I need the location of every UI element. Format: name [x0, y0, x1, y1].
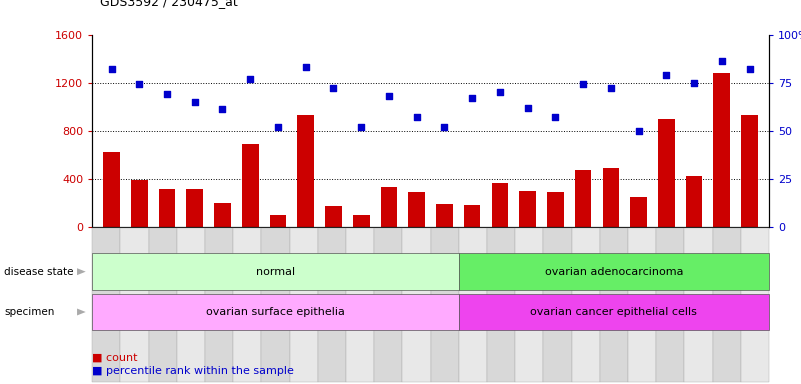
- Bar: [741, 115, 758, 227]
- Bar: [714, 73, 731, 227]
- Bar: [297, 115, 314, 227]
- Bar: [492, 184, 508, 227]
- Point: [355, 124, 368, 130]
- Point: [632, 127, 645, 134]
- Bar: [242, 144, 259, 227]
- Bar: [270, 215, 286, 227]
- Bar: [187, 189, 203, 227]
- Text: ■ count: ■ count: [92, 353, 138, 363]
- Bar: [547, 192, 564, 227]
- Point: [161, 91, 174, 97]
- Bar: [409, 192, 425, 227]
- Bar: [214, 203, 231, 227]
- Bar: [658, 119, 674, 227]
- Bar: [519, 190, 536, 227]
- Point: [521, 104, 534, 111]
- Point: [743, 66, 756, 72]
- Point: [133, 81, 146, 88]
- Bar: [686, 176, 702, 227]
- Bar: [602, 168, 619, 227]
- Bar: [436, 204, 453, 227]
- Point: [244, 76, 256, 82]
- Point: [660, 72, 673, 78]
- Text: specimen: specimen: [4, 307, 54, 317]
- Point: [216, 106, 229, 113]
- Point: [549, 114, 562, 120]
- Point: [465, 95, 478, 101]
- Text: disease state: disease state: [4, 266, 74, 277]
- Text: normal: normal: [256, 266, 295, 277]
- Point: [272, 124, 284, 130]
- Bar: [575, 170, 591, 227]
- Text: ovarian surface epithelia: ovarian surface epithelia: [206, 307, 345, 317]
- Bar: [380, 187, 397, 227]
- Point: [687, 79, 700, 86]
- Point: [438, 124, 451, 130]
- Point: [605, 85, 618, 91]
- Bar: [630, 197, 647, 227]
- Point: [300, 64, 312, 70]
- Point: [105, 66, 118, 72]
- Point: [493, 89, 506, 95]
- Bar: [103, 152, 120, 227]
- Point: [383, 93, 396, 99]
- Text: GDS3592 / 230475_at: GDS3592 / 230475_at: [100, 0, 238, 8]
- Point: [327, 85, 340, 91]
- Point: [715, 58, 728, 65]
- Bar: [325, 205, 342, 227]
- Text: ovarian adenocarcinoma: ovarian adenocarcinoma: [545, 266, 683, 277]
- Bar: [353, 215, 369, 227]
- Point: [410, 114, 423, 120]
- Bar: [131, 180, 147, 227]
- Point: [577, 81, 590, 88]
- Bar: [464, 205, 481, 227]
- Text: ovarian cancer epithelial cells: ovarian cancer epithelial cells: [530, 307, 698, 317]
- Bar: [159, 189, 175, 227]
- Point: [188, 99, 201, 105]
- Text: ■ percentile rank within the sample: ■ percentile rank within the sample: [92, 366, 294, 376]
